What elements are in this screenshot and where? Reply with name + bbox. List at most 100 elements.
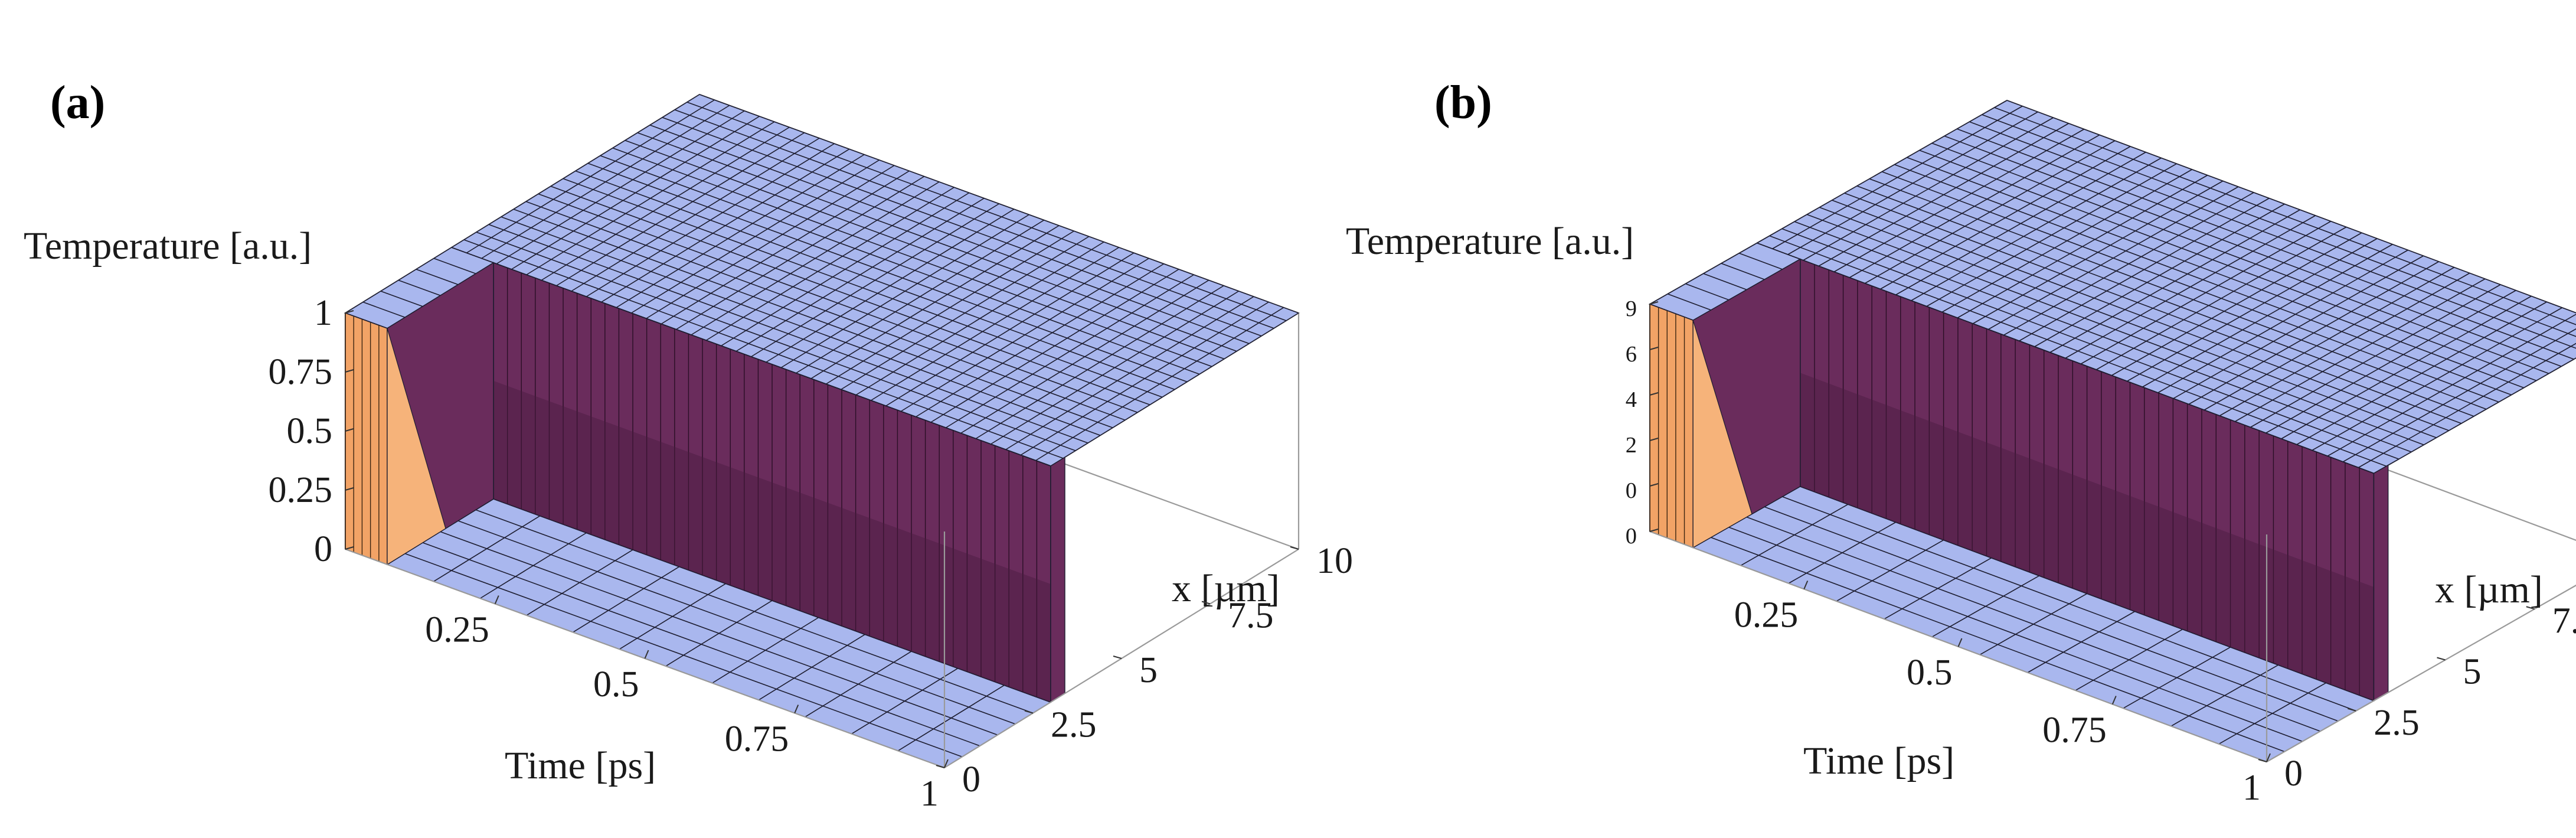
- surface-plateau: [1757, 100, 2576, 474]
- y-tick-label: 0: [962, 759, 980, 800]
- z-tick-mark: [345, 369, 354, 373]
- z-tick-label: 6: [1626, 342, 1637, 367]
- mesh-line: [525, 201, 1126, 421]
- z-tick-mark: [1649, 529, 1659, 532]
- z-tick-label: 0: [314, 529, 332, 569]
- surface-front-face: [1649, 303, 1694, 549]
- x-tick-label: 0.75: [725, 719, 789, 759]
- z-tick-mark: [345, 310, 354, 314]
- mesh-line: [513, 208, 1113, 429]
- mesh-line: [1907, 156, 2524, 389]
- y-tick-mark: [2526, 606, 2535, 610]
- z-tick-label: 0.25: [269, 470, 333, 510]
- panel-b-z-ticks: 0 0 2 4 6 9: [1626, 296, 1659, 549]
- mesh-line: [1869, 178, 2487, 410]
- mesh-line: [674, 109, 1274, 329]
- mesh-line: [1819, 207, 2437, 438]
- y-tick-mark: [1113, 656, 1122, 659]
- y-tick-label: 5: [2463, 652, 2482, 692]
- mesh-line: [637, 132, 1237, 352]
- mesh-line: [501, 216, 1101, 436]
- mesh-line: [600, 155, 1200, 375]
- y-tick-label: 2.5: [1051, 705, 1097, 745]
- x-tick-mark: [1957, 638, 1963, 647]
- mesh-line: [1738, 253, 1783, 270]
- mesh-line: [625, 139, 1225, 360]
- panel-a-label: (a): [50, 77, 105, 129]
- y-tick-mark: [2258, 759, 2267, 762]
- surface-end-wall: [1050, 456, 1065, 703]
- surface-front-wedge: [387, 328, 446, 565]
- panel-b-label: (b): [1434, 77, 1492, 129]
- z-tick-label: 2: [1626, 433, 1637, 458]
- y-tick-label: 2.5: [2374, 703, 2420, 743]
- mesh-line: [1856, 185, 2474, 417]
- mesh-line: [463, 239, 1064, 459]
- mesh-line: [1894, 164, 2512, 396]
- mesh-line: [440, 531, 998, 736]
- z-tick-mark: [1649, 438, 1659, 441]
- x-tick-mark: [944, 759, 949, 768]
- mesh-line: [1703, 273, 1747, 291]
- y-tick-label: 7.5: [1228, 596, 1274, 636]
- mesh-line: [563, 178, 1163, 398]
- z-tick-label: 4: [1626, 387, 1637, 412]
- mesh-line: [1667, 294, 1711, 311]
- z-tick-label: 0.5: [287, 411, 333, 451]
- mesh-line: [362, 301, 406, 318]
- y-tick-mark: [2437, 657, 2446, 661]
- mesh-line: [1931, 142, 2549, 374]
- mesh-line: [1994, 107, 2576, 325]
- y-tick-label: 5: [1139, 650, 1158, 690]
- y-tick-mark: [936, 765, 945, 768]
- mesh-line: [1757, 242, 1800, 260]
- y-tick-label: 7.5: [2552, 601, 2576, 641]
- panel-a-surface: [344, 94, 1299, 768]
- x-tick-mark: [494, 595, 499, 604]
- surface-wall-shade: [1800, 373, 2374, 701]
- mesh-line: [488, 224, 1088, 444]
- mesh-line: [1919, 149, 2537, 381]
- mesh-line: [1746, 516, 2321, 732]
- mesh-line: [1832, 200, 2449, 431]
- mesh-line: [380, 291, 423, 307]
- panel-a-z-axis-label: Temperature [a.u.]: [24, 224, 312, 268]
- mesh-line: [1711, 537, 2285, 752]
- panel-a: (a) Temperature [a.u.] Time [ps] x [µm] …: [24, 77, 1353, 814]
- mesh-line: [1957, 128, 2574, 360]
- x-tick-mark: [1803, 581, 1809, 589]
- y-tick-mark: [1024, 710, 1034, 714]
- panel-b-surface: [1649, 100, 2576, 762]
- x-tick-label: 1: [920, 774, 939, 814]
- z-tick-mark: [345, 428, 354, 432]
- panel-b-x-axis-label: Time [ps]: [1803, 739, 1954, 782]
- mesh-line: [1728, 527, 2303, 742]
- x-tick-mark: [2111, 696, 2117, 705]
- surface-front-face: [345, 312, 388, 566]
- mesh-line: [687, 102, 1287, 321]
- x-tick-label: 1: [2242, 768, 2261, 808]
- z-tick-mark: [1649, 392, 1659, 396]
- mesh-line: [398, 279, 441, 296]
- mesh-line: [649, 125, 1250, 344]
- mesh-line: [538, 193, 1138, 413]
- panel-b: (b) Temperature [a.u.] Time [ps] x [µm] …: [1346, 77, 2576, 808]
- mesh-line: [699, 94, 1299, 314]
- panel-a-x-ticks: 0.25 0.5 0.75 1: [425, 595, 949, 814]
- mesh-line: [1721, 263, 1765, 281]
- mesh-line: [1685, 283, 1729, 301]
- mesh-line: [1944, 135, 2562, 367]
- z-tick-label: 0: [1626, 478, 1637, 503]
- x-tick-mark: [644, 650, 649, 659]
- mesh-line: [1844, 193, 2462, 424]
- mesh-line: [404, 553, 963, 758]
- z-tick-mark: [345, 546, 354, 550]
- panel-a-x-axis-label: Time [ps]: [505, 744, 656, 787]
- x-tick-label: 0.75: [2042, 710, 2107, 751]
- panel-b-z-axis-label: Temperature [a.u.]: [1346, 220, 1634, 263]
- panel-b-y-axis-label: x [µm]: [2435, 568, 2543, 611]
- y-tick-label: 10: [1316, 541, 1353, 581]
- mesh-line: [1794, 221, 2412, 453]
- mesh-line: [612, 147, 1212, 367]
